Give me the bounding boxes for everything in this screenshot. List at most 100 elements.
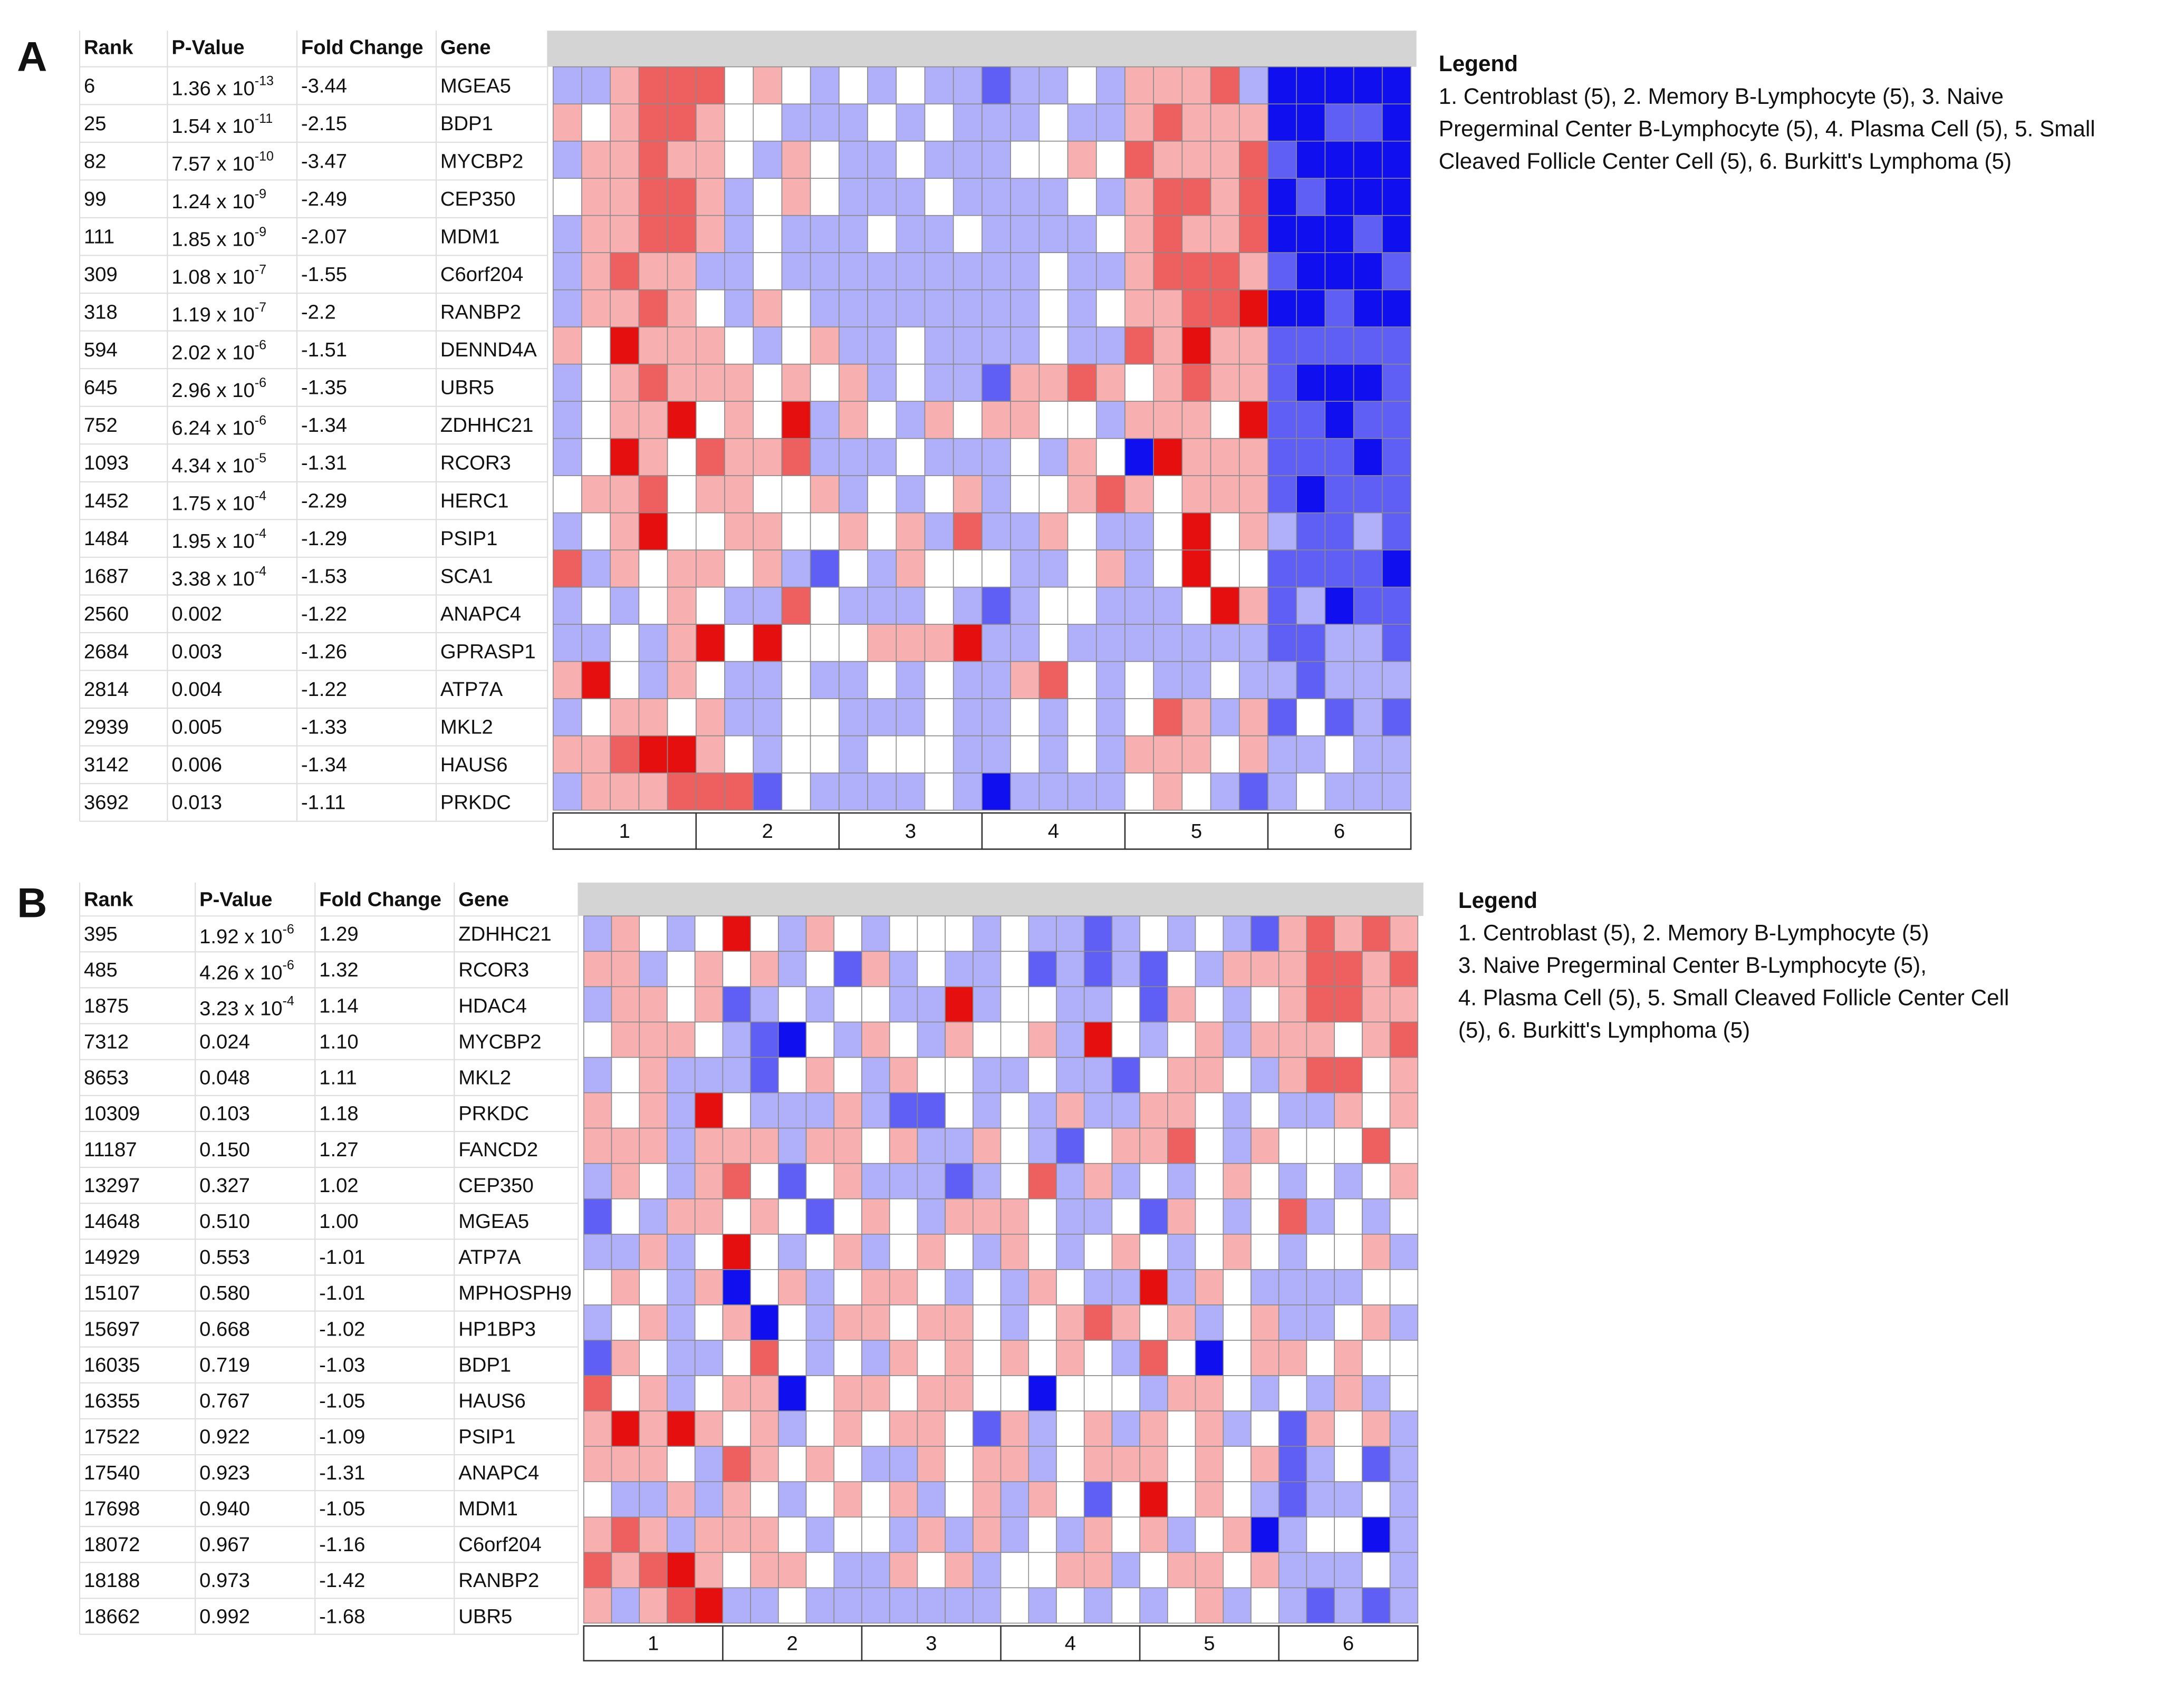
heatmap-cell <box>924 698 954 737</box>
heatmap-cell <box>610 363 640 402</box>
heatmap-cell <box>1111 1481 1140 1518</box>
heatmap-cell <box>552 735 582 773</box>
heatmap-cell <box>1181 103 1211 142</box>
heatmap-cell <box>810 661 840 699</box>
heatmap-cell <box>1324 475 1354 514</box>
heatmap-cell <box>753 586 783 625</box>
heatmap-cell <box>805 1340 835 1376</box>
table-header: Gene <box>440 36 491 59</box>
heatmap-cell <box>639 1340 668 1376</box>
heatmap-cell <box>1153 289 1183 327</box>
heatmap-cell <box>1324 698 1354 737</box>
heatmap-cell <box>694 1587 724 1624</box>
heatmap-cell <box>1111 915 1140 952</box>
p-value: 1.54 x 10-11 <box>171 111 273 138</box>
p-value-exponent: -6 <box>255 375 266 390</box>
heatmap-cell <box>610 252 640 291</box>
table-cell: 14648 <box>84 1210 140 1233</box>
heatmap-cell <box>638 512 668 550</box>
table-cell: -1.31 <box>319 1462 365 1484</box>
p-value: 4.34 x 10-5 <box>171 451 266 477</box>
p-value-base: 2.02 x 10 <box>171 341 254 364</box>
heatmap-cell <box>861 1587 890 1624</box>
table-cell: 0.973 <box>199 1569 250 1592</box>
p-value-exponent: -9 <box>255 224 266 239</box>
heatmap-cell <box>1382 103 1411 142</box>
heatmap-cell <box>1382 66 1411 105</box>
heatmap-cell <box>1067 661 1097 699</box>
heatmap-cell <box>1038 624 1069 662</box>
heatmap-cell <box>810 586 840 625</box>
heatmap-cell <box>552 103 582 142</box>
heatmap-cell <box>638 475 668 514</box>
heatmap-cell <box>1153 661 1183 699</box>
heatmap-cell <box>696 140 725 179</box>
heatmap-cell <box>750 1516 779 1553</box>
heatmap-cell <box>867 178 897 216</box>
heatmap-cell <box>1210 363 1240 402</box>
heatmap-cell <box>833 1481 862 1518</box>
heatmap-cell <box>805 1375 835 1411</box>
heatmap-cell <box>1382 549 1411 588</box>
heatmap-cell <box>973 1587 1002 1624</box>
table-cell: -2.29 <box>301 489 347 512</box>
heatmap-cell <box>1210 475 1240 514</box>
heatmap-cell <box>722 986 751 1023</box>
heatmap-cell <box>1181 363 1211 402</box>
heatmap-cell <box>1306 1375 1335 1411</box>
legend-text: 1. Centroblast (5), 2. Memory B-Lymphocy… <box>1439 84 2004 109</box>
heatmap-cell <box>982 512 1011 550</box>
p-value-base: 3.23 x 10 <box>199 998 282 1020</box>
table-cell: 3142 <box>84 753 129 776</box>
heatmap-cell <box>1111 1269 1140 1305</box>
heatmap-cell <box>953 586 983 625</box>
heatmap-cell <box>1067 475 1097 514</box>
p-value-exponent: -4 <box>283 993 294 1008</box>
table-cell: BDP1 <box>458 1353 511 1376</box>
heatmap-cell <box>1083 1304 1113 1341</box>
heatmap-cell <box>1362 1198 1391 1235</box>
heatmap-cell <box>953 140 983 179</box>
heatmap-cell <box>867 215 897 253</box>
heatmap-cell <box>552 438 582 476</box>
heatmap-cell <box>1056 915 1085 952</box>
table-cell: 2684 <box>84 640 129 663</box>
heatmap-cell <box>667 401 697 439</box>
heatmap-cell <box>639 1481 668 1518</box>
heatmap-cell <box>696 735 725 773</box>
heatmap-cell <box>833 1269 862 1305</box>
table-cell: 2560 <box>84 603 129 625</box>
heatmap-cell <box>639 1410 668 1447</box>
table-cell: 0.923 <box>199 1462 250 1484</box>
heatmap-cell <box>552 178 582 216</box>
heatmap-cell <box>917 1127 946 1164</box>
heatmap-cell <box>1083 951 1113 988</box>
heatmap-cell <box>867 66 897 105</box>
heatmap-cell <box>1382 698 1411 737</box>
heatmap-cell <box>1056 1092 1085 1129</box>
heatmap-cell <box>1267 140 1297 179</box>
heatmap-cell <box>1153 586 1183 625</box>
heatmap-cell <box>753 772 783 811</box>
heatmap-cell <box>1095 178 1125 216</box>
heatmap-cell <box>973 1375 1002 1411</box>
heatmap-cell <box>1195 1021 1224 1058</box>
heatmap-cell <box>1296 698 1326 737</box>
heatmap-cell <box>953 438 983 476</box>
table-cell: ATP7A <box>440 678 503 701</box>
heatmap-cell <box>724 252 754 291</box>
table-cell: ANAPC4 <box>458 1462 539 1484</box>
heatmap-cell <box>1038 475 1069 514</box>
heatmap-cell <box>611 1021 640 1058</box>
heatmap-cell <box>1362 951 1391 988</box>
heatmap-cell <box>724 624 754 662</box>
heatmap-cell <box>1195 1198 1224 1235</box>
heatmap-cell <box>1139 1446 1168 1483</box>
heatmap-cell <box>753 401 783 439</box>
table-cell: 3692 <box>84 791 129 814</box>
heatmap-cell <box>667 475 697 514</box>
heatmap-cell <box>667 735 697 773</box>
table-header: Rank <box>84 36 133 59</box>
table-cell: 0.553 <box>199 1246 250 1269</box>
heatmap-cell <box>1362 1481 1391 1518</box>
